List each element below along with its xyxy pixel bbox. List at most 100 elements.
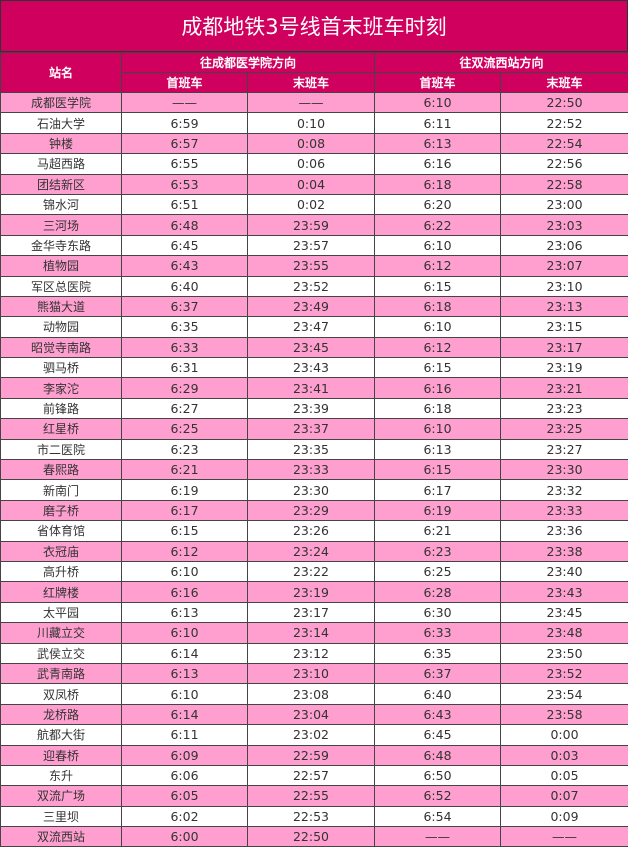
table-row: 双凤桥 6:10 23:08 6:40 23:54 — [0, 683, 628, 705]
last-train-to-medical: 23:02 — [246, 724, 376, 746]
first-train-to-shuangliu: 6:13 — [374, 438, 502, 461]
station-name: 钟楼 — [0, 132, 122, 155]
table-row: 锦水河 6:51 0:02 6:20 23:00 — [0, 193, 628, 216]
first-train-to-medical: 6:10 — [121, 622, 248, 644]
first-train-to-medical: 6:25 — [121, 418, 248, 440]
table-row: 双流广场 6:05 22:55 6:52 0:07 — [0, 785, 628, 807]
last-train-to-shuangliu: 23:23 — [500, 397, 628, 420]
first-train-to-shuangliu: 6:19 — [374, 499, 502, 522]
table-row: 李家沱 6:29 23:41 6:16 23:21 — [0, 377, 628, 399]
table-row: 高升桥 6:10 23:22 6:25 23:40 — [0, 560, 628, 583]
last-train-to-medical: 22:55 — [246, 785, 376, 807]
station-name: 金华寺东路 — [0, 234, 122, 257]
header-first-train-1: 首班车 — [121, 72, 248, 93]
first-train-to-shuangliu: 6:43 — [374, 703, 502, 726]
last-train-to-shuangliu: 23:58 — [500, 703, 628, 726]
last-train-to-shuangliu: 23:19 — [500, 357, 628, 379]
first-train-to-medical: 6:14 — [121, 642, 248, 664]
first-train-to-shuangliu: 6:30 — [374, 601, 502, 624]
last-train-to-medical: 0:08 — [246, 132, 376, 155]
table-row: 太平园 6:13 23:17 6:30 23:45 — [0, 601, 628, 624]
station-name: 成都医学院 — [0, 91, 122, 114]
first-train-to-medical: 6:29 — [121, 377, 248, 399]
last-train-to-medical: 0:10 — [246, 112, 376, 134]
last-train-to-medical: 23:33 — [246, 459, 376, 481]
last-train-to-medical: 0:06 — [246, 153, 376, 175]
station-name: 马超西路 — [0, 153, 122, 175]
last-train-to-shuangliu: 22:58 — [500, 173, 628, 195]
last-train-to-medical: 22:57 — [246, 764, 376, 787]
station-name: 武青南路 — [0, 662, 122, 685]
table-row: 驷马桥 6:31 23:43 6:15 23:19 — [0, 357, 628, 379]
first-train-to-shuangliu: 6:16 — [374, 153, 502, 175]
last-train-to-shuangliu: 23:33 — [500, 499, 628, 522]
station-name: 省体育馆 — [0, 520, 122, 542]
last-train-to-medical: 23:08 — [246, 683, 376, 705]
last-train-to-medical: 23:22 — [246, 560, 376, 583]
first-train-to-shuangliu: 6:22 — [374, 214, 502, 236]
table-row: 武侯立交 6:14 23:12 6:35 23:50 — [0, 642, 628, 664]
last-train-to-medical: 23:57 — [246, 234, 376, 257]
station-name: 熊猫大道 — [0, 295, 122, 318]
last-train-to-shuangliu: 22:56 — [500, 153, 628, 175]
first-train-to-medical: 6:40 — [121, 275, 248, 297]
station-name: 新南门 — [0, 479, 122, 501]
last-train-to-shuangliu: 0:05 — [500, 764, 628, 787]
last-train-to-medical: 23:45 — [246, 336, 376, 359]
table-row: 航都大街 6:11 23:02 6:45 0:00 — [0, 724, 628, 746]
station-name: 昭觉寺南路 — [0, 336, 122, 359]
table-row: 熊猫大道 6:37 23:49 6:18 23:13 — [0, 295, 628, 318]
last-train-to-shuangliu: 0:00 — [500, 724, 628, 746]
first-train-to-shuangliu: 6:48 — [374, 744, 502, 766]
table-row: 衣冠庙 6:12 23:24 6:23 23:38 — [0, 540, 628, 562]
last-train-to-medical: 22:50 — [246, 826, 376, 848]
last-train-to-shuangliu: 0:03 — [500, 744, 628, 766]
first-train-to-shuangliu: 6:28 — [374, 581, 502, 603]
station-name: 太平园 — [0, 601, 122, 624]
station-name: 驷马桥 — [0, 357, 122, 379]
first-train-to-shuangliu: 6:21 — [374, 520, 502, 542]
last-train-to-shuangliu: 23:43 — [500, 581, 628, 603]
table-row: 植物园 6:43 23:55 6:12 23:07 — [0, 255, 628, 277]
station-name: 三河场 — [0, 214, 122, 236]
last-train-to-shuangliu: 23:50 — [500, 642, 628, 664]
last-train-to-medical: 23:24 — [246, 540, 376, 562]
station-name: 龙桥路 — [0, 703, 122, 726]
first-train-to-medical: 6:15 — [121, 520, 248, 542]
station-name: 高升桥 — [0, 560, 122, 583]
last-train-to-medical: 23:29 — [246, 499, 376, 522]
station-name: 市二医院 — [0, 438, 122, 461]
last-train-to-medical: 23:43 — [246, 357, 376, 379]
first-train-to-medical: 6:37 — [121, 295, 248, 318]
first-train-to-shuangliu: 6:35 — [374, 642, 502, 664]
first-train-to-shuangliu: 6:20 — [374, 193, 502, 216]
first-train-to-shuangliu: 6:33 — [374, 622, 502, 644]
first-train-to-medical: 6:12 — [121, 540, 248, 562]
table-row: 钟楼 6:57 0:08 6:13 22:54 — [0, 132, 628, 155]
table-row: 三河场 6:48 23:59 6:22 23:03 — [0, 214, 628, 236]
station-name: 衣冠庙 — [0, 540, 122, 562]
first-train-to-medical: 6:11 — [121, 724, 248, 746]
first-train-to-medical: 6:13 — [121, 601, 248, 624]
last-train-to-medical: 22:53 — [246, 805, 376, 828]
last-train-to-medical: 22:59 — [246, 744, 376, 766]
last-train-to-shuangliu: 23:07 — [500, 255, 628, 277]
first-train-to-medical: 6:16 — [121, 581, 248, 603]
first-train-to-shuangliu: 6:12 — [374, 336, 502, 359]
table-row: 三里坝 6:02 22:53 6:54 0:09 — [0, 805, 628, 828]
first-train-to-shuangliu: 6:45 — [374, 724, 502, 746]
table-row: 川藏立交 6:10 23:14 6:33 23:48 — [0, 622, 628, 644]
table-row: 武青南路 6:13 23:10 6:37 23:52 — [0, 662, 628, 685]
first-train-to-medical: 6:27 — [121, 397, 248, 420]
last-train-to-medical: 23:12 — [246, 642, 376, 664]
station-name: 石油大学 — [0, 112, 122, 134]
table-row: 马超西路 6:55 0:06 6:16 22:56 — [0, 153, 628, 175]
last-train-to-shuangliu: 0:07 — [500, 785, 628, 807]
last-train-to-shuangliu: 23:40 — [500, 560, 628, 583]
last-train-to-shuangliu: 23:10 — [500, 275, 628, 297]
first-train-to-shuangliu: 6:18 — [374, 397, 502, 420]
station-name: 磨子桥 — [0, 499, 122, 522]
first-train-to-medical: 6:00 — [121, 826, 248, 848]
first-train-to-shuangliu: 6:10 — [374, 91, 502, 114]
station-name: 航都大街 — [0, 724, 122, 746]
